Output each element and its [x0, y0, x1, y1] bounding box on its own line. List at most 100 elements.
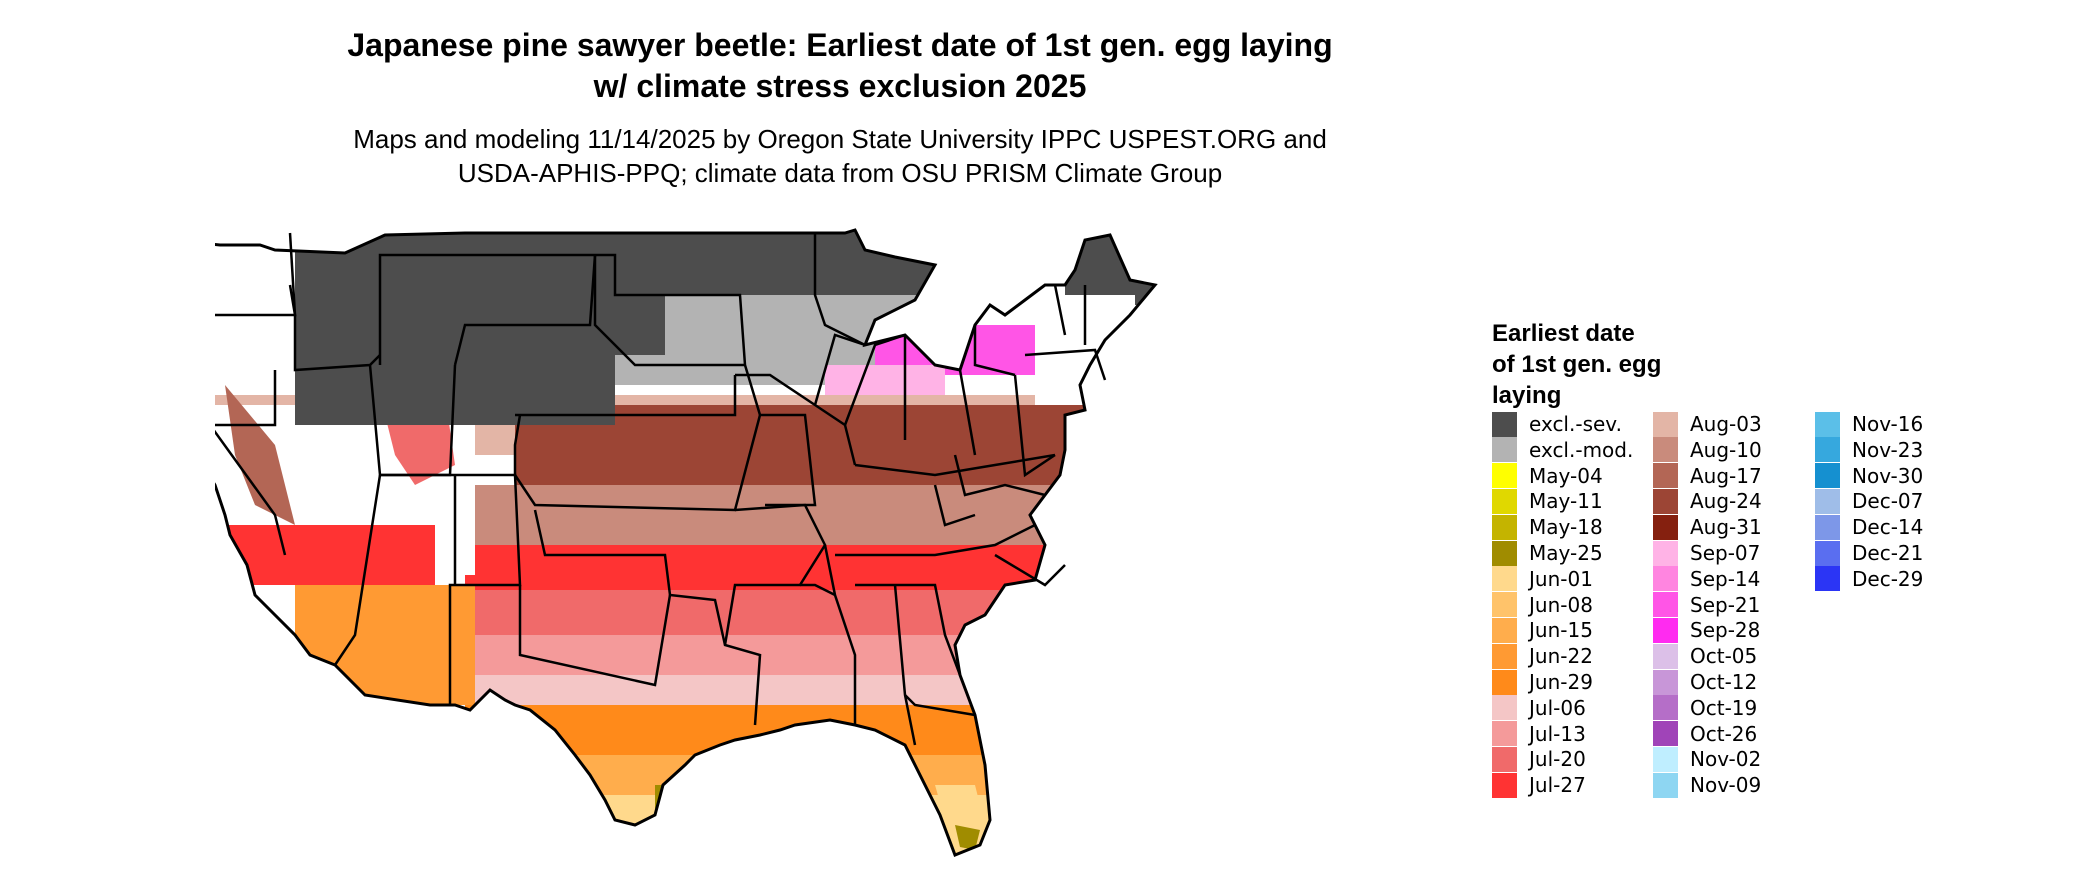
- legend-label: Nov-09: [1690, 773, 1762, 798]
- legend-label: Nov-23: [1852, 437, 1924, 462]
- legend-label: Dec-21: [1852, 541, 1924, 565]
- legend-label: Nov-30: [1852, 463, 1924, 488]
- legend-item: Aug-17: [1653, 463, 1762, 489]
- legend-item: May-25: [1492, 540, 1603, 566]
- legend-item: Dec-29: [1815, 566, 1923, 592]
- legend-title-line1: Earliest date: [1492, 320, 1635, 347]
- legend-item: Aug-24: [1653, 488, 1762, 514]
- legend-item: Dec-21: [1815, 540, 1923, 566]
- legend-label: May-11: [1529, 489, 1603, 514]
- legend-swatch: [1815, 437, 1840, 463]
- legend-swatch: [1492, 617, 1517, 643]
- legend-label: Jul-27: [1529, 773, 1586, 798]
- legend-swatch: [1815, 540, 1840, 566]
- legend-swatch: [1653, 437, 1678, 463]
- legend-swatch: [1653, 617, 1678, 643]
- legend-label: Oct-12: [1690, 670, 1758, 694]
- legend-item: Oct-26: [1653, 721, 1757, 747]
- legend-swatch: [1653, 566, 1678, 592]
- legend-swatch: [1653, 721, 1678, 747]
- legend-label: Nov-16: [1852, 412, 1924, 436]
- legend-swatch: [1653, 772, 1678, 798]
- legend-title: Earliest date of 1st gen. egg laying: [1492, 318, 1712, 411]
- legend-title-line2: of 1st gen. egg: [1492, 351, 1662, 378]
- legend-swatch: [1492, 463, 1517, 489]
- legend-label: Oct-19: [1690, 695, 1758, 720]
- legend-swatch: [1815, 488, 1840, 514]
- legend-label: Jun-29: [1529, 670, 1593, 694]
- legend-swatch: [1653, 411, 1678, 437]
- legend-label: Jun-15: [1529, 618, 1593, 643]
- legend-item: May-11: [1492, 488, 1603, 514]
- legend-label: May-04: [1529, 463, 1603, 488]
- legend-label: Aug-10: [1690, 437, 1762, 462]
- legend-item: Jun-29: [1492, 669, 1593, 695]
- legend-label: May-25: [1529, 541, 1603, 565]
- legend-label: excl.-sev.: [1529, 412, 1622, 436]
- legend-item: Aug-31: [1653, 514, 1762, 540]
- map-subtitle-line2: USDA-APHIS-PPQ; climate data from OSU PR…: [457, 158, 1223, 188]
- legend-swatch: [1492, 592, 1517, 618]
- legend-swatch: [1815, 566, 1840, 592]
- legend-item: Dec-14: [1815, 514, 1923, 540]
- legend-swatch: [1492, 772, 1517, 798]
- legend-item: Nov-16: [1815, 411, 1923, 437]
- legend-label: Sep-14: [1690, 566, 1761, 591]
- legend-label: Jul-13: [1529, 721, 1586, 746]
- map-title-line2: w/ climate stress exclusion 2025: [593, 68, 1087, 104]
- legend-item: Oct-12: [1653, 669, 1757, 695]
- legend-label: May-18: [1529, 515, 1603, 540]
- legend-item: Dec-07: [1815, 488, 1923, 514]
- legend-swatch: [1653, 669, 1678, 695]
- legend-label: Jul-06: [1529, 695, 1586, 720]
- legend-swatch: [1492, 411, 1517, 437]
- legend-item: Jul-27: [1492, 772, 1586, 798]
- legend-label: Aug-17: [1690, 463, 1762, 488]
- legend-item: Nov-30: [1815, 463, 1923, 489]
- legend-swatch: [1492, 643, 1517, 669]
- legend-item: Jun-22: [1492, 643, 1593, 669]
- legend-label: Dec-07: [1852, 489, 1924, 514]
- legend-swatch: [1492, 669, 1517, 695]
- legend-item: Nov-23: [1815, 437, 1923, 463]
- legend-swatch: [1492, 566, 1517, 592]
- legend-item: Nov-09: [1653, 772, 1761, 798]
- legend-item: Jul-20: [1492, 746, 1586, 772]
- legend-item: Nov-02: [1653, 746, 1761, 772]
- legend-item: Sep-28: [1653, 617, 1760, 643]
- legend-swatch: [1815, 411, 1840, 437]
- legend-item: excl.-sev.: [1492, 411, 1622, 437]
- legend-label: Jul-20: [1529, 747, 1586, 772]
- legend-label: Jun-08: [1529, 592, 1593, 617]
- legend-item: Sep-21: [1653, 592, 1760, 618]
- legend-label: excl.-mod.: [1529, 437, 1634, 462]
- legend-swatch: [1492, 514, 1517, 540]
- legend-label: Dec-29: [1852, 566, 1924, 591]
- legend-item: Jul-06: [1492, 695, 1586, 721]
- legend-swatch: [1653, 540, 1678, 566]
- legend-item: Oct-19: [1653, 695, 1757, 721]
- legend-item: May-04: [1492, 463, 1603, 489]
- legend-label: Jun-01: [1529, 566, 1593, 591]
- legend-swatch: [1653, 463, 1678, 489]
- map-subtitle-line1: Maps and modeling 11/14/2025 by Oregon S…: [353, 124, 1327, 154]
- legend-swatch: [1653, 746, 1678, 772]
- legend-label: Aug-24: [1690, 489, 1762, 514]
- legend-swatch: [1492, 540, 1517, 566]
- legend-swatch: [1492, 695, 1517, 721]
- legend-label: Dec-14: [1852, 515, 1924, 540]
- legend-swatch: [1653, 643, 1678, 669]
- legend-item: Jun-08: [1492, 592, 1593, 618]
- legend-swatch: [1653, 592, 1678, 618]
- legend-item: Sep-14: [1653, 566, 1760, 592]
- us-map: [215, 228, 1158, 857]
- legend-item: Oct-05: [1653, 643, 1757, 669]
- legend-title-line3: laying: [1492, 382, 1562, 409]
- legend-swatch: [1653, 514, 1678, 540]
- legend-item: excl.-mod.: [1492, 437, 1633, 463]
- legend-label: Nov-02: [1690, 747, 1762, 772]
- legend-label: Sep-21: [1690, 592, 1761, 617]
- legend-swatch: [1815, 463, 1840, 489]
- legend-item: May-18: [1492, 514, 1603, 540]
- legend-swatch: [1815, 514, 1840, 540]
